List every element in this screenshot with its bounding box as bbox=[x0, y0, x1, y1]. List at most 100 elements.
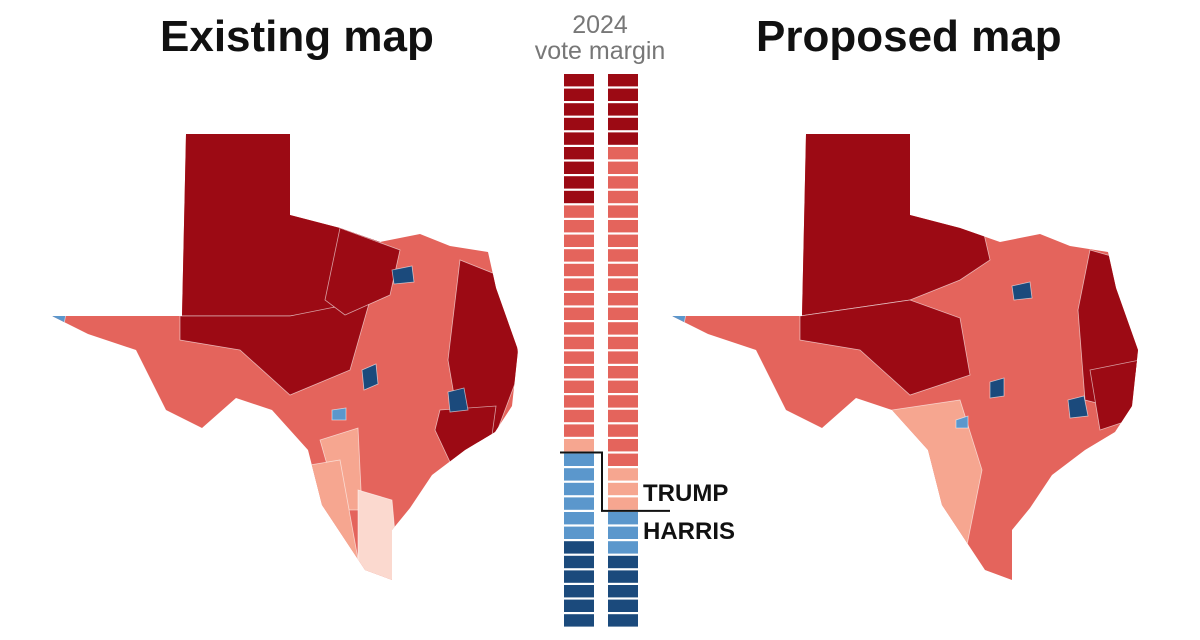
seat-existing-2 bbox=[564, 88, 594, 101]
seat-proposed-2 bbox=[608, 88, 638, 101]
seat-existing-27 bbox=[564, 453, 594, 466]
seat-proposed-10 bbox=[608, 205, 638, 218]
district-city-houston bbox=[1067, 395, 1089, 419]
seat-proposed-13 bbox=[608, 249, 638, 262]
district-city-sanantonio bbox=[955, 415, 969, 429]
seat-existing-22 bbox=[564, 380, 594, 393]
seat-existing-8 bbox=[564, 176, 594, 189]
seat-existing-19 bbox=[564, 336, 594, 350]
seat-proposed-19 bbox=[608, 336, 638, 350]
harris-label: HARRIS bbox=[643, 518, 736, 545]
seat-proposed-6 bbox=[608, 147, 638, 160]
seat-proposed-30 bbox=[608, 497, 638, 510]
seat-existing-29 bbox=[564, 482, 594, 496]
seat-proposed-5 bbox=[608, 132, 638, 145]
seat-existing-35 bbox=[564, 570, 594, 583]
seat-existing-31 bbox=[564, 512, 594, 525]
seat-existing-32 bbox=[564, 526, 594, 539]
seat-proposed-8 bbox=[608, 176, 638, 189]
seat-proposed-27 bbox=[608, 453, 638, 466]
seat-proposed-18 bbox=[608, 322, 638, 335]
legend-heading-year: 2024 bbox=[572, 11, 628, 39]
seat-proposed-9 bbox=[608, 190, 638, 204]
district-city-elpaso bbox=[672, 313, 687, 325]
seat-existing-18 bbox=[564, 322, 594, 335]
seat-existing-34 bbox=[564, 555, 594, 569]
seat-proposed-1 bbox=[608, 74, 638, 87]
seat-existing-37 bbox=[564, 599, 594, 612]
seat-existing-36 bbox=[564, 585, 594, 598]
seat-proposed-23 bbox=[608, 395, 638, 408]
seat-existing-13 bbox=[564, 249, 594, 262]
existing-district-map bbox=[52, 134, 518, 580]
seat-existing-3 bbox=[564, 103, 594, 116]
seat-proposed-14 bbox=[608, 263, 638, 277]
seat-existing-26 bbox=[564, 439, 594, 452]
seat-proposed-34 bbox=[608, 555, 638, 569]
seat-existing-23 bbox=[564, 395, 594, 408]
district-city-dallas bbox=[1011, 281, 1033, 301]
district-valley bbox=[357, 489, 401, 580]
seat-existing-1 bbox=[564, 74, 594, 87]
seat-proposed-24 bbox=[608, 409, 638, 423]
seat-proposed-7 bbox=[608, 161, 638, 174]
seat-existing-28 bbox=[564, 468, 594, 481]
seat-proposed-16 bbox=[608, 293, 638, 306]
seat-proposed-32 bbox=[608, 526, 638, 539]
proposed-map-title: Proposed map bbox=[756, 12, 1062, 61]
vote-margin-seat-bars bbox=[560, 74, 670, 627]
seat-existing-17 bbox=[564, 307, 594, 320]
seat-existing-24 bbox=[564, 409, 594, 423]
seat-existing-7 bbox=[564, 161, 594, 174]
seat-proposed-3 bbox=[608, 103, 638, 116]
seat-proposed-31 bbox=[608, 512, 638, 525]
seat-existing-10 bbox=[564, 205, 594, 218]
seat-existing-25 bbox=[564, 424, 594, 437]
seat-proposed-20 bbox=[608, 351, 638, 364]
seat-existing-38 bbox=[564, 614, 594, 627]
seat-proposed-22 bbox=[608, 380, 638, 393]
district-city-houston bbox=[447, 387, 469, 413]
seat-existing-14 bbox=[564, 263, 594, 277]
seat-proposed-37 bbox=[608, 599, 638, 612]
district-city-sanantonio bbox=[331, 407, 347, 421]
existing-map-title: Existing map bbox=[160, 12, 434, 61]
trump-harris-divider bbox=[560, 451, 670, 512]
seat-existing-30 bbox=[564, 497, 594, 510]
legend-heading-margin: vote margin bbox=[534, 37, 666, 65]
trump-label: TRUMP bbox=[643, 480, 729, 507]
district-city-dallas bbox=[391, 265, 415, 285]
seat-proposed-29 bbox=[608, 482, 638, 496]
seat-existing-33 bbox=[564, 541, 594, 554]
seat-proposed-36 bbox=[608, 585, 638, 598]
seat-existing-21 bbox=[564, 366, 594, 379]
seat-proposed-15 bbox=[608, 278, 638, 291]
seat-existing-12 bbox=[564, 234, 594, 247]
seat-proposed-21 bbox=[608, 366, 638, 379]
seat-existing-4 bbox=[564, 117, 594, 131]
seat-existing-15 bbox=[564, 278, 594, 291]
seat-existing-5 bbox=[564, 132, 594, 145]
seat-proposed-12 bbox=[608, 234, 638, 247]
district-city-austin bbox=[361, 363, 379, 391]
proposed-district-map bbox=[672, 134, 1138, 580]
seat-proposed-25 bbox=[608, 424, 638, 437]
seat-existing-9 bbox=[564, 190, 594, 204]
district-city-austin bbox=[989, 377, 1005, 399]
seat-existing-6 bbox=[564, 147, 594, 160]
district-south bbox=[891, 399, 983, 580]
seat-existing-20 bbox=[564, 351, 594, 364]
district-west-central bbox=[799, 299, 971, 396]
seat-proposed-38 bbox=[608, 614, 638, 627]
district-north-central bbox=[324, 227, 401, 316]
seat-proposed-26 bbox=[608, 439, 638, 452]
district-city-elpaso bbox=[52, 313, 67, 325]
seat-proposed-17 bbox=[608, 307, 638, 320]
seat-proposed-33 bbox=[608, 541, 638, 554]
seat-proposed-4 bbox=[608, 117, 638, 131]
seat-proposed-35 bbox=[608, 570, 638, 583]
seat-existing-16 bbox=[564, 293, 594, 306]
district-west-central bbox=[179, 299, 371, 396]
seat-proposed-28 bbox=[608, 468, 638, 481]
seat-existing-11 bbox=[564, 220, 594, 233]
